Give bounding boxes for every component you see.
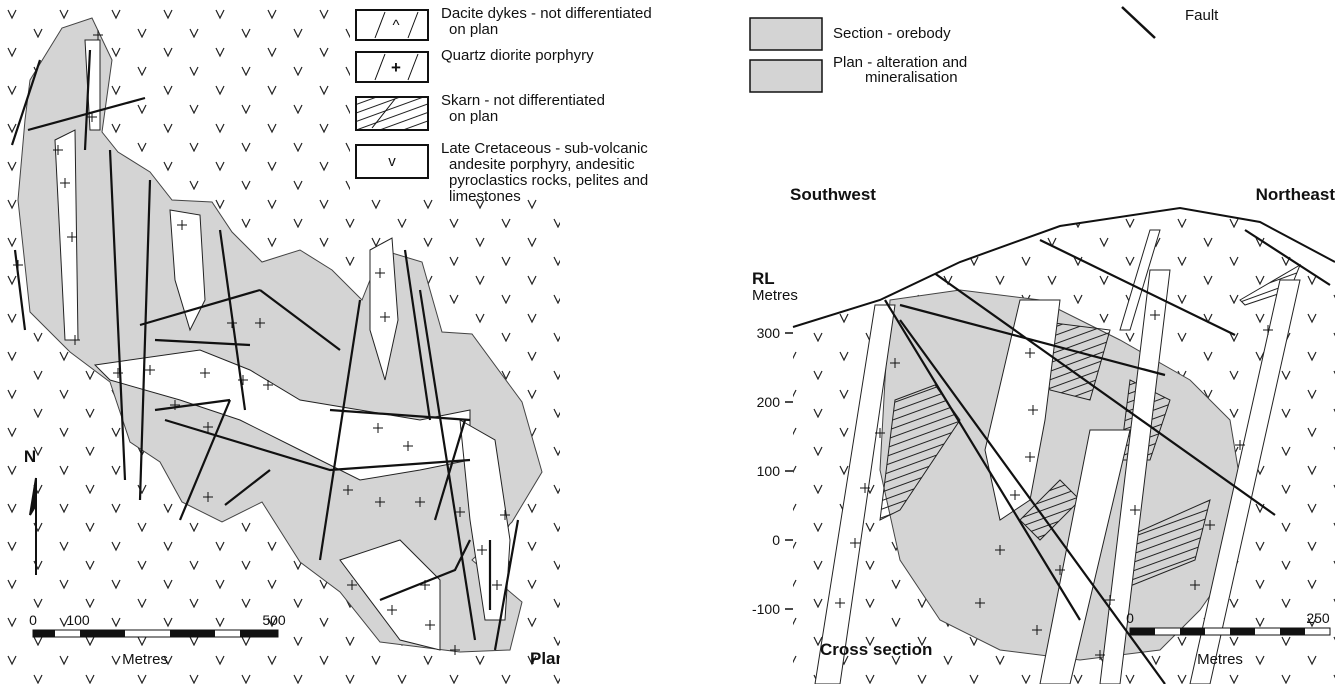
elevation-label: 100: [757, 463, 781, 479]
legend-symbol: v: [388, 153, 396, 170]
scale-unit: Metres: [1197, 651, 1243, 668]
legend-label: andesite porphyry, andesitic: [449, 156, 635, 173]
fault-symbol: [1122, 7, 1155, 38]
legend-label: limestones: [449, 188, 521, 205]
elevation-label: 0: [772, 532, 780, 548]
scale-label: 0: [1126, 610, 1134, 626]
southwest-label: Southwest: [790, 185, 876, 204]
plan-scale-bar: [33, 630, 278, 637]
legend-symbol: +: [391, 58, 401, 77]
cross-section: Southwest Northeast RL Metres 300 200 100 0…: [752, 185, 1335, 684]
legend-label: on plan: [449, 21, 498, 38]
fault-label: Fault: [1185, 7, 1219, 24]
legend-label: Quartz diorite porphyry: [441, 47, 594, 64]
section-scale-bar: [1130, 628, 1330, 635]
legend-label: Late Cretaceous - sub-volcanic: [441, 140, 648, 157]
plan-label: Plan: [530, 649, 566, 668]
section-label: Cross section: [820, 640, 932, 659]
legend-label: Skarn - not differentiated: [441, 92, 605, 109]
elevation-label: -100: [752, 601, 780, 617]
scale-label: 100: [66, 612, 90, 628]
legend-label: on plan: [449, 108, 498, 125]
axis-title: Metres: [752, 287, 798, 304]
legend: ^ + v Dacite dykes - not differentiatedo…: [356, 5, 1219, 205]
legend-label: pyroclastics rocks, pelites and: [449, 172, 648, 189]
elevation-label: 200: [757, 394, 781, 410]
scale-unit: Metres: [122, 651, 168, 668]
scale-label: 0: [29, 612, 37, 628]
scale-label: 250: [1306, 610, 1330, 626]
section-legend-label: Section - orebody: [833, 25, 951, 42]
north-label: N: [24, 447, 36, 466]
geology-figure: N 0 100 500 Metres Plan ^ + v Dacite dyk…: [0, 0, 1335, 684]
northeast-label: Northeast: [1256, 185, 1335, 204]
legend-label: Dacite dykes - not differentiated: [441, 5, 652, 22]
axis-title: RL: [752, 269, 775, 288]
section-legend-label: mineralisation: [865, 69, 958, 86]
scale-label: 500: [262, 612, 286, 628]
elevation-label: 300: [757, 325, 781, 341]
legend-symbol: ^: [392, 17, 399, 34]
